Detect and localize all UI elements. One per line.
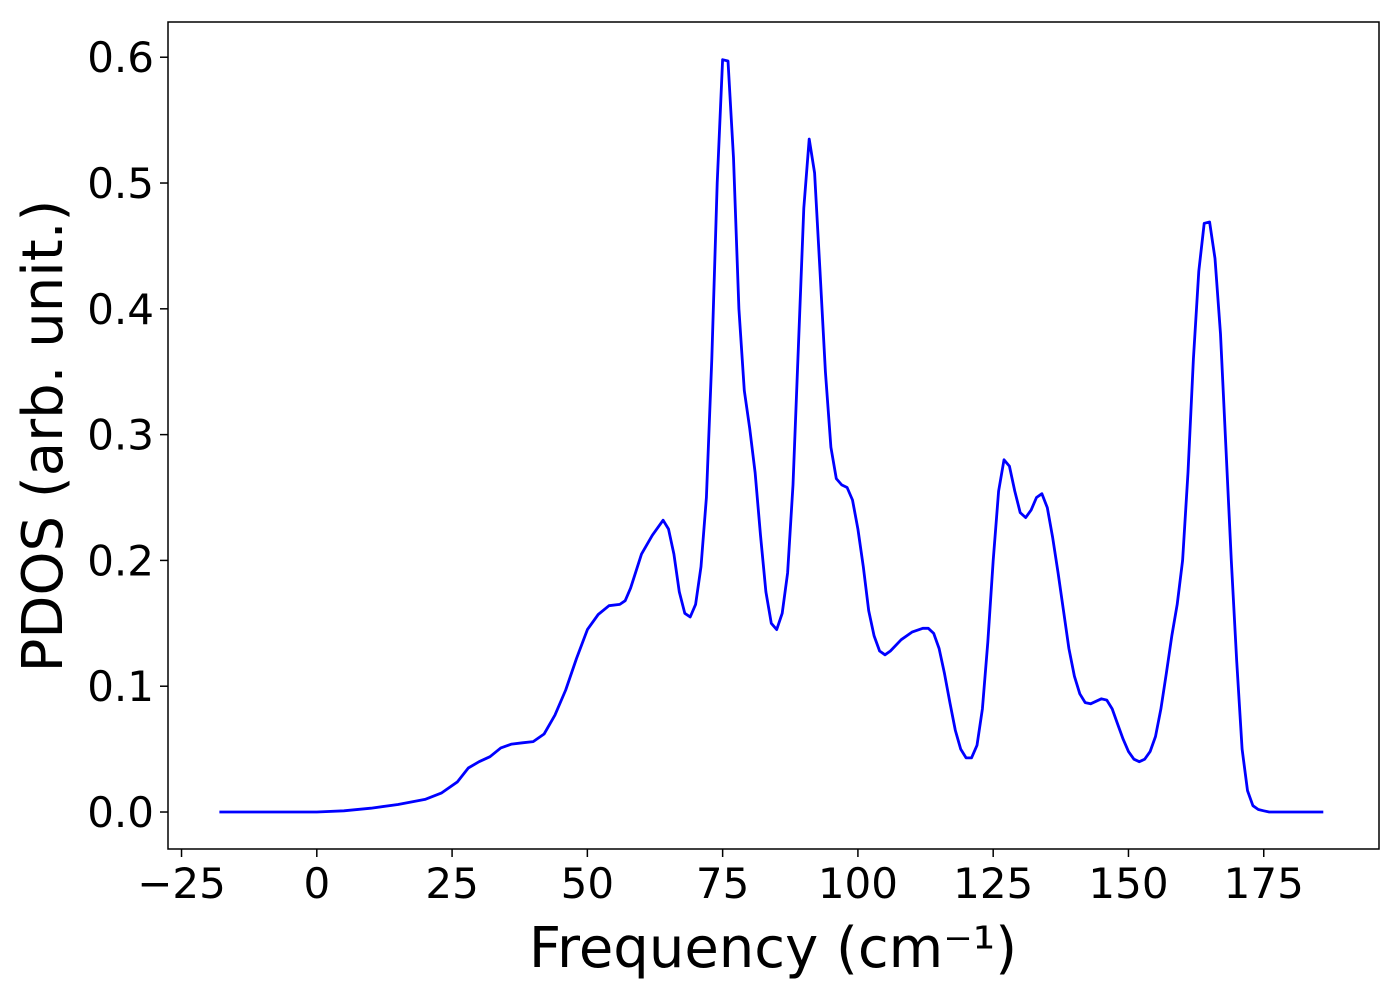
y-tick-label: 0.5 [87, 159, 154, 208]
x-tick-label: 50 [561, 859, 614, 908]
data-line [219, 58, 1324, 814]
x-tick-label: 25 [425, 859, 478, 908]
x-tick-label: 0 [303, 859, 330, 908]
x-axis-label: Frequency (cm⁻¹) [529, 916, 1017, 981]
x-tick-label: 100 [818, 859, 898, 908]
x-tick-label: 75 [696, 859, 749, 908]
y-tick-label: 0.2 [87, 536, 154, 585]
x-tick-label: 150 [1088, 859, 1168, 908]
plot-frame [167, 21, 1380, 850]
y-tick-label: 0.1 [87, 662, 154, 711]
x-tick-label: 125 [953, 859, 1033, 908]
y-tick-label: 0.4 [87, 285, 154, 334]
y-axis-label: PDOS (arb. unit.) [11, 200, 76, 673]
y-tick-label: 0.3 [87, 411, 154, 460]
x-tick-label: −25 [137, 859, 226, 908]
x-tick-label: 175 [1224, 859, 1304, 908]
y-tick-label: 0.6 [87, 33, 154, 82]
y-tick-label: 0.0 [87, 788, 154, 837]
